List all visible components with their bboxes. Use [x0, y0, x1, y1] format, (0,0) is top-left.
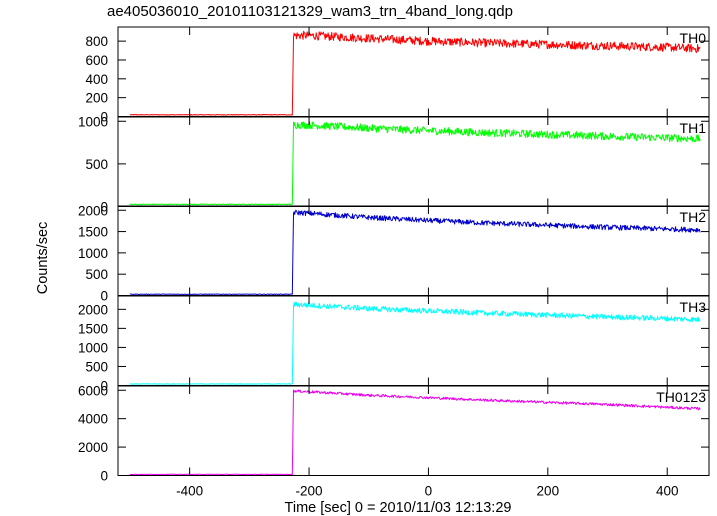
panel-label-th0: TH0 — [680, 30, 707, 46]
y-tick-label: 6000 — [78, 383, 108, 398]
panel-th0: 0 200 400 600 800 TH0 — [85, 26, 710, 125]
x-axis-label: Time [sec] 0 = 2010/11/03 12:13:29 — [285, 500, 512, 516]
y-tick-label: 1000 — [78, 246, 108, 261]
series-line-th1 — [129, 121, 701, 206]
chart-panels: 0 200 400 600 800 TH0 0 500 1000 TH1 0 500 1000 1500 2… — [78, 26, 710, 484]
y-tick-label: 1500 — [78, 321, 108, 336]
x-tick-label: -400 — [176, 484, 203, 499]
chart-title: ae405036010_20101103121329_wam3_trn_4ban… — [107, 3, 513, 20]
series-line-th3 — [129, 301, 701, 385]
panel-frame-th2 — [117, 205, 710, 296]
y-axis-label: Counts/sec — [35, 222, 51, 295]
x-tick-label: 400 — [656, 484, 679, 499]
y-tick-label: 400 — [85, 72, 108, 87]
series-line-th2 — [129, 209, 701, 295]
y-tick-label: 0 — [100, 110, 108, 125]
y-tick-label: 4000 — [78, 412, 108, 427]
y-tick-label: 600 — [85, 53, 108, 68]
y-tick-label: 1000 — [78, 114, 108, 129]
y-tick-label: 500 — [85, 157, 108, 172]
x-tick-label: 0 — [425, 484, 433, 499]
panel-th1: 0 500 1000 TH1 — [78, 114, 710, 215]
y-tick-label: 1500 — [78, 225, 108, 240]
y-tick-label: 1000 — [78, 340, 108, 355]
y-tick-label: 0 — [100, 289, 108, 304]
panel-th3: 0 500 1000 1500 2000 TH3 — [78, 295, 710, 394]
series-line-th0 — [129, 30, 701, 116]
y-tick-label: 0 — [100, 469, 108, 484]
panel-label-th1: TH1 — [680, 120, 707, 136]
series-line-th0123 — [129, 389, 701, 476]
panel-th2: 0 500 1000 1500 2000 TH2 — [78, 203, 710, 304]
y-tick-label: 2000 — [78, 302, 108, 317]
x-tick-label: 200 — [537, 484, 560, 499]
x-axis: -400 -200 0 200 400 — [176, 484, 678, 499]
panel-label-th0123: TH0123 — [656, 389, 706, 405]
y-tick-label: 2000 — [78, 440, 108, 455]
x-tick-label: -200 — [296, 484, 323, 499]
y-tick-label: 500 — [85, 267, 108, 282]
panel-th0123: 0 2000 4000 6000 TH0123 — [78, 383, 710, 484]
y-tick-label: 500 — [85, 359, 108, 374]
panel-label-th3: TH3 — [680, 299, 707, 315]
y-tick-label: 800 — [85, 34, 108, 49]
y-tick-label: 0 — [100, 379, 108, 394]
y-tick-label: 2000 — [78, 203, 108, 218]
y-tick-label: 200 — [85, 91, 108, 106]
panel-frame-th0123 — [117, 385, 710, 476]
y-tick-label: 0 — [100, 200, 108, 215]
panel-label-th2: TH2 — [680, 209, 707, 225]
